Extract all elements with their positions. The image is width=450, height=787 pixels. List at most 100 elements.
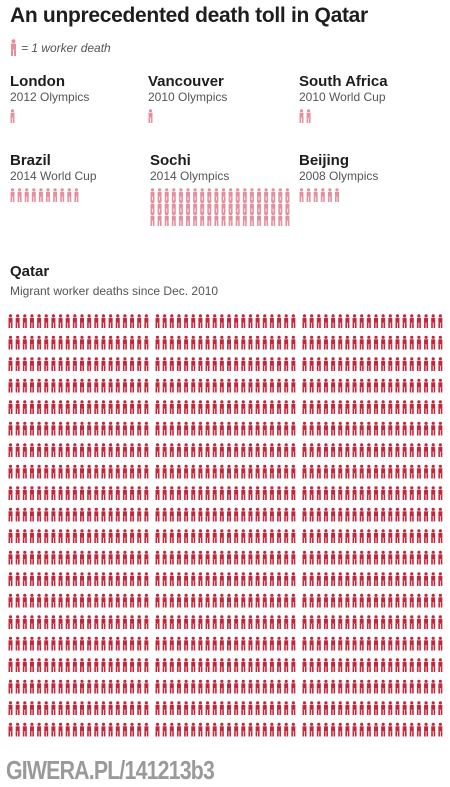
qatar-worker-death-icon [144,357,149,371]
qatar-worker-death-icon [227,400,231,414]
qatar-worker-death-icon [184,443,189,457]
qatar-worker-death-icon [94,378,99,393]
qatar-worker-death-icon [155,722,160,737]
qatar-worker-death-icon [169,357,174,371]
qatar-worker-death-icon [262,722,267,737]
qatar-worker-death-icon [309,593,314,608]
qatar-worker-death-icon [144,378,149,393]
qatar-worker-death-icon [58,507,63,522]
qatar-worker-death-icon [227,486,231,500]
qatar-worker-death-icon [87,701,92,715]
qatar-worker-death-icon [80,335,84,350]
qatar-worker-death-icon [176,357,181,371]
qatar-worker-death-icon [352,615,357,629]
qatar-worker-death-icon [388,443,393,457]
qatar-worker-death-icon [323,658,328,672]
qatar-worker-death-icon [51,722,56,737]
qatar-worker-death-icon [409,572,414,586]
qatar-worker-death-icon [269,593,274,608]
qatar-worker-death-icon [388,400,393,414]
qatar-worker-death-icon [291,335,296,350]
qatar-worker-death-icon [416,486,421,500]
qatar-worker-death-icon [309,486,314,500]
qatar-worker-death-icon [219,593,224,608]
qatar-worker-death-icon [29,658,34,672]
qatar-worker-death-icon [338,421,343,436]
qatar-worker-death-icon [212,464,217,479]
qatar-worker-death-icon [144,443,149,457]
qatar-worker-death-icon [388,378,393,393]
qatar-worker-death-icon [205,615,210,629]
worker-death-icon [214,188,219,202]
qatar-worker-death-icon [316,636,321,651]
qatar-worker-death-icon [58,357,63,371]
qatar-worker-death-icon [409,314,414,328]
qatar-worker-death-icon [94,335,99,350]
qatar-worker-death-icon [416,529,421,543]
qatar-worker-death-icon [8,615,13,629]
qatar-worker-death-icon [395,443,400,457]
qatar-worker-death-icon [37,464,42,479]
qatar-worker-death-icon [191,679,196,694]
qatar-worker-death-icon [227,464,231,479]
qatar-worker-death-icon [162,529,167,543]
qatar-worker-death-icon [80,486,84,500]
qatar-worker-death-icon [176,400,181,414]
qatar-worker-death-icon [438,507,443,522]
qatar-worker-death-icon [255,378,260,393]
qatar-worker-death-icon [101,658,106,672]
worker-death-icon [186,200,190,214]
qatar-worker-death-icon [302,486,307,500]
qatar-worker-death-icon [359,357,364,371]
qatar-worker-death-icon [316,314,321,328]
qatar-worker-death-icon [241,400,246,414]
qatar-worker-death-icon [191,335,196,350]
qatar-worker-death-icon [262,615,267,629]
qatar-worker-death-icon [72,357,77,371]
qatar-worker-death-icon [269,314,274,328]
qatar-worker-death-icon [22,400,27,414]
qatar-worker-death-icon [80,357,84,371]
qatar-worker-death-icon [352,335,357,350]
qatar-worker-death-icon [338,400,343,414]
qatar-worker-death-icon [87,679,92,694]
qatar-worker-death-icon [29,636,34,651]
qatar-worker-death-icon [284,421,289,436]
qatar-worker-death-icon [352,443,357,457]
qatar-worker-death-icon [227,421,231,436]
qatar-worker-death-icon [72,378,77,393]
qatar-worker-death-icon [37,357,42,371]
qatar-worker-death-icon [115,314,120,328]
qatar-worker-death-icon [227,314,231,328]
qatar-worker-death-icon [388,507,393,522]
qatar-worker-death-icon [130,335,135,350]
qatar-worker-death-icon [277,550,282,565]
qatar-worker-death-icon [431,421,436,436]
qatar-worker-death-icon [212,572,217,586]
worker-death-icon [285,200,290,214]
qatar-worker-death-icon [331,658,336,672]
qatar-worker-death-icon [359,593,364,608]
qatar-worker-death-icon [227,636,231,651]
qatar-worker-death-icon [234,357,239,371]
qatar-worker-death-icon [130,679,135,694]
qatar-worker-death-icon [115,378,120,393]
qatar-worker-death-icon [144,314,149,328]
qatar-worker-death-icon [331,593,336,608]
qatar-worker-death-icon [323,636,328,651]
qatar-worker-death-icon [438,658,443,672]
qatar-worker-death-icon [416,636,421,651]
qatar-worker-death-icon [8,314,13,328]
qatar-worker-death-icon [234,529,239,543]
qatar-worker-death-icon [345,722,350,737]
qatar-worker-death-icon [438,314,443,328]
qatar-worker-death-icon [205,507,210,522]
qatar-worker-death-icon [381,636,386,651]
qatar-worker-death-icon [338,615,343,629]
qatar-worker-death-icon [37,421,42,436]
qatar-worker-death-icon [388,357,393,371]
qatar-worker-death-icon [338,443,343,457]
qatar-worker-death-icon [8,357,13,371]
qatar-worker-death-icon [58,722,63,737]
qatar-worker-death-icon [198,357,203,371]
